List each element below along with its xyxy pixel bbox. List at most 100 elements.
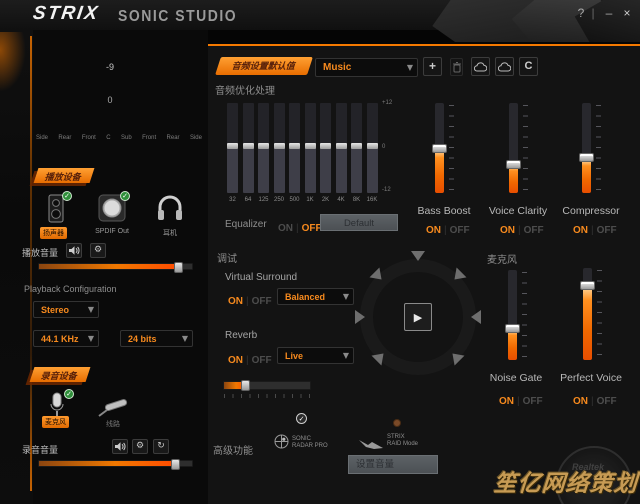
perfect-voice-handle[interactable] (580, 280, 595, 290)
eq-preset-button[interactable]: Default (320, 214, 398, 231)
titlebar-divider: | (591, 6, 595, 20)
speakers-enabled-check: ✓ (62, 191, 72, 201)
bass-boost-on[interactable]: ON (426, 225, 441, 236)
speakers-device[interactable] (46, 194, 66, 224)
line-in-device[interactable] (95, 396, 129, 420)
sample-rate-dropdown[interactable]: 44.1 KHz ▼ (33, 330, 99, 347)
playback-volume-handle[interactable] (173, 262, 183, 273)
eq-band-handle[interactable] (366, 142, 378, 149)
eq-band-handle[interactable] (289, 142, 300, 149)
virtual-surround-on[interactable]: ON (228, 296, 243, 307)
close-button[interactable]: × (623, 6, 631, 20)
reverb-mode-dropdown[interactable]: Live ▼ (277, 347, 354, 364)
playback-settings-gear-button[interactable]: ⚙ (90, 243, 106, 258)
eq-band-handle[interactable] (351, 142, 362, 149)
record-monitor-button[interactable]: ↻ (153, 439, 169, 454)
export-profile-button[interactable] (495, 57, 514, 76)
noise-gate-handle[interactable] (505, 324, 520, 333)
headphones-device[interactable] (156, 193, 184, 223)
compressor-handle[interactable] (579, 153, 594, 163)
eq-band-slider[interactable] (258, 103, 269, 193)
voice-clarity-on[interactable]: ON (500, 225, 515, 236)
sonic-radar-toggle[interactable]: ✓ (296, 413, 307, 424)
record-mute-button[interactable] (112, 439, 128, 454)
noise-gate-off[interactable]: OFF (522, 396, 543, 407)
add-profile-button[interactable]: + (423, 57, 442, 76)
audio-defaults-button[interactable]: 音频设置默认值 (215, 57, 313, 75)
speaker-front-icon[interactable] (411, 251, 425, 261)
spdif-device-label[interactable]: SPDIF Out (95, 228, 129, 235)
import-profile-button[interactable] (471, 57, 490, 76)
perfect-voice-on[interactable]: ON (573, 396, 588, 407)
surround-mode-dropdown[interactable]: Balanced ▼ (277, 288, 354, 305)
raid-mode-link[interactable]: STRIX RAID Mode (387, 434, 418, 448)
eq-band-handle[interactable] (227, 142, 238, 149)
reverb-level-fill (224, 382, 247, 389)
eq-band-slider[interactable] (366, 103, 378, 193)
chevron-down-icon: ▼ (342, 351, 349, 360)
speakers-device-label[interactable]: 扬声器 (40, 227, 67, 239)
eq-band-slider[interactable] (289, 103, 300, 193)
record-settings-gear-button[interactable]: ⚙ (132, 439, 148, 454)
eq-band-slider[interactable] (335, 103, 347, 193)
noise-gate-track[interactable] (505, 270, 520, 360)
profile-dropdown[interactable]: Music ▼ (315, 58, 418, 77)
noise-gate-on[interactable]: ON (499, 396, 514, 407)
reverb-level-slider[interactable] (223, 380, 311, 391)
microphone-device-label[interactable]: 麦克风 (42, 416, 69, 428)
sonic-radar-link[interactable]: SONIC RADAR PRO (292, 436, 328, 450)
voice-clarity-handle[interactable] (506, 159, 521, 169)
eq-band-handle[interactable] (335, 142, 347, 149)
eq-band-handle[interactable] (320, 142, 331, 149)
raid-mode-toggle[interactable] (393, 419, 401, 427)
eq-band-handle[interactable] (242, 142, 254, 149)
record-volume-slider[interactable] (38, 459, 193, 470)
noise-gate-slider (504, 270, 534, 360)
compressor-off[interactable]: OFF (596, 225, 617, 236)
bass-boost-track[interactable] (432, 103, 447, 193)
equalizer-on[interactable]: ON (278, 223, 293, 234)
set-volume-button[interactable]: 设置音量 (348, 455, 438, 474)
voice-clarity-track[interactable] (506, 103, 521, 193)
reverb-on[interactable]: ON (228, 355, 243, 366)
help-button[interactable]: ? (577, 6, 585, 20)
reverb-off[interactable]: OFF (251, 355, 272, 366)
refresh-button[interactable]: C (519, 57, 538, 76)
eq-band-handle[interactable] (304, 142, 316, 149)
virtual-surround-off[interactable]: OFF (251, 296, 272, 307)
spdif-device[interactable] (98, 194, 126, 222)
eq-band-slider[interactable] (351, 103, 362, 193)
compressor-track[interactable] (579, 103, 594, 193)
eq-band-slider[interactable] (227, 103, 238, 193)
raid-mode-line1: STRIX (387, 434, 405, 440)
speaker-side-left-icon[interactable] (355, 310, 365, 324)
channel-mode-dropdown[interactable]: Stereo ▼ (33, 301, 99, 318)
eq-band-label: 1K (306, 197, 314, 203)
eq-band-slider[interactable] (320, 103, 331, 193)
perfect-voice-track[interactable] (580, 268, 595, 360)
compressor-on[interactable]: ON (573, 225, 588, 236)
reverb-toggle: ON | OFF (228, 350, 272, 368)
line-in-device-label[interactable]: 线路 (106, 421, 120, 428)
eq-band-slider[interactable] (273, 103, 285, 193)
equalizer-off[interactable]: OFF (301, 223, 322, 234)
delete-profile-button[interactable] (450, 58, 463, 76)
eq-band-handle[interactable] (273, 142, 285, 149)
speaker-side-right-icon[interactable] (471, 310, 481, 324)
headphones-device-label[interactable]: 耳机 (163, 230, 177, 237)
bass-boost-off[interactable]: OFF (449, 225, 470, 236)
eq-band-slider[interactable] (242, 103, 254, 193)
tick-marks (522, 272, 527, 358)
eq-band-handle[interactable] (258, 142, 269, 149)
eq-band-slider[interactable] (304, 103, 316, 193)
bass-boost-handle[interactable] (432, 143, 447, 153)
playback-volume-slider[interactable] (38, 262, 193, 273)
record-volume-handle[interactable] (170, 459, 180, 470)
minimize-button[interactable]: – (605, 6, 613, 20)
bit-depth-dropdown[interactable]: 24 bits ▼ (120, 330, 193, 347)
test-play-button[interactable]: ▶ (404, 303, 432, 331)
voice-clarity-off[interactable]: OFF (523, 225, 544, 236)
reverb-level-handle[interactable] (241, 380, 251, 391)
perfect-voice-off[interactable]: OFF (596, 396, 617, 407)
playback-mute-button[interactable] (66, 243, 82, 258)
